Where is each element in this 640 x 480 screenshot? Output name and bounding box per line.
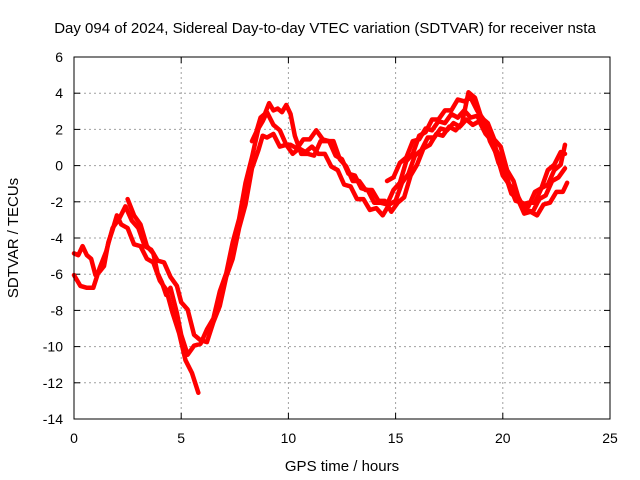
series-line-trace-5: [384, 108, 568, 207]
x-tick-label: 15: [388, 430, 404, 446]
y-tick-label: -10: [43, 339, 63, 355]
series-line-trace-2: [71, 213, 201, 396]
series-line-trace-3: [125, 95, 568, 357]
x-tick-label: 25: [602, 430, 618, 446]
x-tick-label: 0: [70, 430, 78, 446]
x-tick-labels: 0 5 10 15 20 25: [70, 430, 618, 446]
y-tick-labels: -14 -12 -10 -8 -6 -4 -2 0 2 4 6: [43, 49, 63, 427]
grid-lines: [74, 57, 610, 419]
x-axis-label: GPS time / hours: [285, 458, 399, 475]
y-tick-label: -12: [43, 375, 63, 391]
y-axis-label: SDTVAR / TECUs: [5, 178, 22, 298]
x-tick-label: 10: [281, 430, 297, 446]
x-tick-label: 20: [495, 430, 511, 446]
series-line-trace-1: [71, 117, 570, 345]
x-tick-label: 5: [177, 430, 185, 446]
y-tick-label: -2: [51, 194, 64, 210]
y-tick-label: 0: [55, 158, 63, 174]
data-series: [71, 90, 570, 396]
y-tick-label: -14: [43, 411, 63, 427]
chart-title: Day 094 of 2024, Sidereal Day-to-day VTE…: [54, 20, 596, 37]
y-tick-label: 2: [55, 121, 63, 137]
plot-frame: [73, 56, 611, 420]
y-tick-label: -4: [51, 230, 64, 246]
y-tick-label: 4: [55, 85, 63, 101]
y-tick-label: 6: [55, 49, 63, 65]
series-line-trace-4: [249, 90, 568, 215]
y-tick-label: -8: [51, 302, 64, 318]
y-tick-label: -6: [51, 266, 64, 282]
